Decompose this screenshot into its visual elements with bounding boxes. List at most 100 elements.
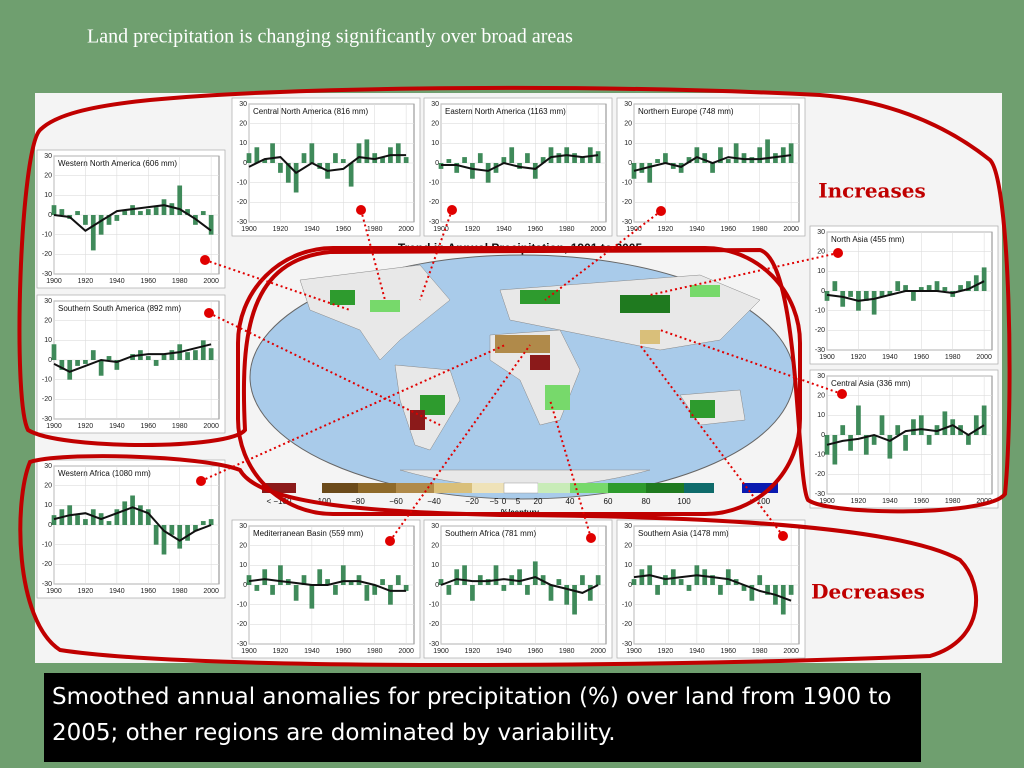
y-tick-label: -30: [42, 416, 52, 423]
bar: [462, 565, 467, 585]
x-tick-label: 1940: [304, 226, 320, 233]
bar: [856, 405, 861, 435]
bar: [718, 147, 723, 163]
bar: [98, 360, 104, 376]
x-tick-label: 1940: [109, 278, 125, 285]
bar: [301, 575, 307, 585]
y-tick-label: -30: [429, 219, 439, 226]
y-tick-label: 0: [821, 288, 825, 295]
x-tick-label: 1920: [658, 648, 674, 655]
x-tick-label: 2000: [203, 588, 219, 595]
bar: [114, 360, 120, 370]
x-tick-label: 2000: [590, 648, 606, 655]
y-tick-label: -10: [237, 180, 247, 187]
bar: [655, 585, 660, 595]
bar: [765, 585, 770, 595]
bar: [309, 143, 315, 163]
bar: [51, 344, 57, 360]
bar: [485, 163, 491, 183]
bar: [75, 515, 80, 525]
smoothed-line: [53, 204, 212, 232]
bar: [193, 525, 198, 531]
bar: [333, 585, 338, 595]
bar: [517, 569, 522, 585]
bar: [848, 291, 853, 297]
y-tick-label: 20: [817, 249, 825, 256]
panel: -30 -20 -10 0 10 20 30 1900 1920 1940 1960 1980 2000…: [809, 225, 999, 365]
bar: [122, 501, 128, 525]
x-tick-label: 1940: [496, 226, 512, 233]
bar: [973, 415, 979, 435]
y-tick-label: -10: [42, 377, 52, 384]
connector-lines: [200, 209, 843, 542]
bar: [293, 585, 299, 601]
bar: [757, 147, 763, 163]
x-tick-label: 1920: [273, 648, 289, 655]
bar: [981, 267, 987, 291]
bar: [153, 207, 159, 215]
x-tick-label: 1940: [882, 354, 898, 361]
bar: [325, 579, 330, 585]
bar: [725, 569, 731, 585]
bar: [556, 153, 562, 163]
bar: [446, 585, 452, 595]
y-tick-label: 20: [431, 121, 439, 128]
panel-title: Eastern North America (1163 mm): [445, 107, 566, 116]
smoothed-line: [441, 154, 599, 172]
panel-title: Central Asia (336 mm): [831, 379, 911, 388]
bar: [540, 157, 546, 163]
bar: [200, 211, 206, 215]
y-tick-label: -10: [42, 542, 52, 549]
y-tick-label: 10: [431, 562, 439, 569]
x-tick-label: 1920: [273, 226, 289, 233]
bar: [177, 525, 183, 549]
bar: [438, 579, 444, 585]
x-tick-label: 1980: [945, 498, 961, 505]
y-tick-label: -30: [237, 641, 247, 648]
bar: [270, 143, 275, 163]
y-tick-label: -20: [42, 561, 52, 568]
y-tick-label: 0: [48, 212, 52, 219]
bar: [911, 419, 916, 435]
panel-title: Mediterranean Basin (559 mm): [253, 529, 364, 538]
bar: [879, 415, 885, 435]
bar: [477, 575, 483, 585]
x-tick-label: 1980: [367, 226, 383, 233]
bar: [572, 153, 577, 163]
y-tick-label: 0: [243, 582, 247, 589]
y-tick-label: 0: [435, 582, 439, 589]
bar: [208, 215, 214, 235]
y-tick-label: 10: [624, 562, 632, 569]
caption-box: Smoothed annual anomalies for precipitat…: [44, 673, 921, 762]
bar: [749, 585, 755, 601]
x-tick-label: 1960: [913, 498, 929, 505]
bar: [832, 281, 838, 291]
bar: [114, 509, 120, 525]
y-tick-label: -10: [237, 602, 247, 609]
map-colorbar: [262, 482, 778, 494]
smoothed-line: [53, 506, 212, 542]
bar: [185, 209, 190, 215]
bar: [718, 585, 723, 595]
bar: [51, 515, 57, 525]
bar: [309, 585, 315, 609]
bar: [208, 519, 214, 525]
bar: [840, 425, 846, 435]
bar: [145, 356, 151, 360]
bar: [942, 411, 948, 435]
x-tick-label: 1960: [720, 648, 736, 655]
bar: [556, 579, 562, 585]
bar: [580, 157, 585, 163]
bar: [83, 519, 88, 525]
y-tick-label: 10: [239, 562, 247, 569]
bar: [317, 569, 323, 585]
panel-title: Northern Europe (748 mm): [638, 107, 734, 116]
bar: [59, 209, 65, 215]
y-tick-label: 20: [239, 121, 247, 128]
x-tick-label: 1940: [304, 648, 320, 655]
y-tick-label: 10: [44, 192, 52, 199]
y-tick-label: 30: [44, 298, 52, 305]
bar: [185, 525, 190, 541]
x-tick-label: 1900: [819, 354, 835, 361]
